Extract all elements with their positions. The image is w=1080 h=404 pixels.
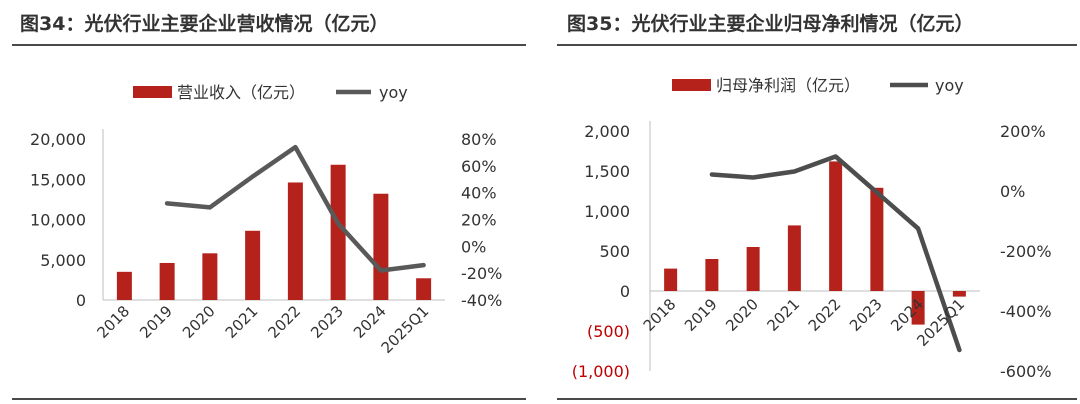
bar-2022 — [829, 161, 843, 291]
x-tick-label-2025Q1: 2025Q1 — [378, 302, 433, 357]
bar-2018 — [664, 268, 678, 291]
bar-2021 — [787, 225, 801, 291]
y-left-tick-label: 500 — [599, 242, 630, 261]
bar-2019 — [705, 259, 719, 291]
bar-2024 — [911, 291, 925, 325]
y-left-tick-label: 15,000 — [30, 170, 86, 189]
x-tick-label-2020: 2020 — [179, 302, 219, 342]
y-left-tick-label: (500) — [587, 322, 630, 341]
y-left-tick-label: 0 — [620, 282, 630, 301]
revenue-chart: 0 5,000 10,000 15,000 20,000 -40% -20% 0% 20% 40%… — [30, 83, 502, 357]
bottom-rule — [557, 398, 1077, 400]
x-tick-label-2018: 2018 — [640, 295, 680, 335]
legend-bar-swatch — [672, 79, 711, 91]
net-profit-chart-panel: 图35：光伏行业主要企业归母净利情况（亿元） (1,000) (500) 0 500 1… — [555, 0, 1080, 404]
title-rule — [557, 44, 1077, 46]
y-left-tick-label: 5,000 — [40, 251, 86, 270]
x-tick-label-2024: 2024 — [350, 302, 390, 342]
x-tick-label-2022: 2022 — [805, 295, 845, 335]
figure-title: 图35：光伏行业主要企业归母净利情况（亿元） — [567, 13, 974, 35]
bar-2023 — [330, 164, 346, 300]
y-left-tick-label: 0 — [76, 291, 86, 310]
y-left-tick-label: 10,000 — [30, 211, 86, 230]
bar-2020 — [746, 247, 760, 291]
x-tick-label-2023: 2023 — [846, 295, 886, 335]
y-right-tick-label: -40% — [461, 291, 502, 310]
y-left-tick-label: 1,000 — [584, 202, 630, 221]
x-tick-label-2023: 2023 — [307, 302, 347, 342]
y-right-tick-label: -20% — [461, 264, 502, 283]
x-tick-label-2019: 2019 — [136, 302, 176, 342]
yoy-line — [709, 154, 962, 353]
legend-line-label: yoy — [935, 76, 964, 95]
y-left-tick-label: 1,500 — [584, 162, 630, 181]
x-tick-label-2020: 2020 — [722, 295, 762, 335]
revenue-chart-panel: 图34：光伏行业主要企业营收情况（亿元） 0 5,000 10,000 15,000 2… — [0, 0, 530, 404]
bar-2023 — [870, 187, 884, 291]
bar-2018 — [116, 271, 132, 300]
bar-2020 — [202, 253, 218, 300]
y-right-tick-label: -600% — [1000, 362, 1052, 381]
y-right-tick-label: -200% — [1000, 242, 1052, 261]
y-left-tick-label: (1,000) — [572, 362, 630, 381]
bottom-rule — [12, 398, 526, 400]
bar-2022 — [287, 182, 303, 300]
x-tick-label-2019: 2019 — [681, 295, 721, 335]
bar-2025Q1 — [416, 278, 432, 300]
x-tick-label-2018: 2018 — [93, 302, 133, 342]
x-tick-label-2022: 2022 — [264, 302, 304, 342]
y-left-tick-label: 2,000 — [584, 122, 630, 141]
y-right-tick-label: 80% — [461, 130, 497, 149]
bar-2025Q1 — [952, 291, 966, 297]
y-right-tick-label: 0% — [461, 237, 486, 256]
y-right-tick-label: 20% — [461, 211, 497, 230]
legend-bar-swatch — [133, 86, 172, 98]
bar-2019 — [159, 262, 175, 300]
y-left-tick-label: 20,000 — [30, 130, 86, 149]
legend-bar-label: 归母净利润（亿元） — [716, 76, 860, 95]
x-tick-label-2021: 2021 — [763, 295, 803, 335]
yoy-line — [164, 144, 426, 273]
title-rule — [12, 44, 526, 46]
y-right-tick-label: 60% — [461, 157, 497, 176]
x-tick-label-2021: 2021 — [222, 302, 262, 342]
legend-line-label: yoy — [379, 83, 408, 102]
y-right-tick-label: -400% — [1000, 302, 1052, 321]
bar-2021 — [245, 230, 261, 300]
legend-bar-label: 营业收入（亿元） — [177, 83, 305, 102]
net-profit-chart: (1,000) (500) 0 500 1,000 1,500 2,000 -600% -400… — [572, 76, 1052, 381]
y-right-tick-label: 200% — [1000, 122, 1046, 141]
y-right-tick-label: 0% — [1000, 182, 1025, 201]
bar-2024 — [373, 193, 389, 300]
figure-title: 图34：光伏行业主要企业营收情况（亿元） — [20, 13, 389, 35]
y-right-tick-label: 40% — [461, 184, 497, 203]
